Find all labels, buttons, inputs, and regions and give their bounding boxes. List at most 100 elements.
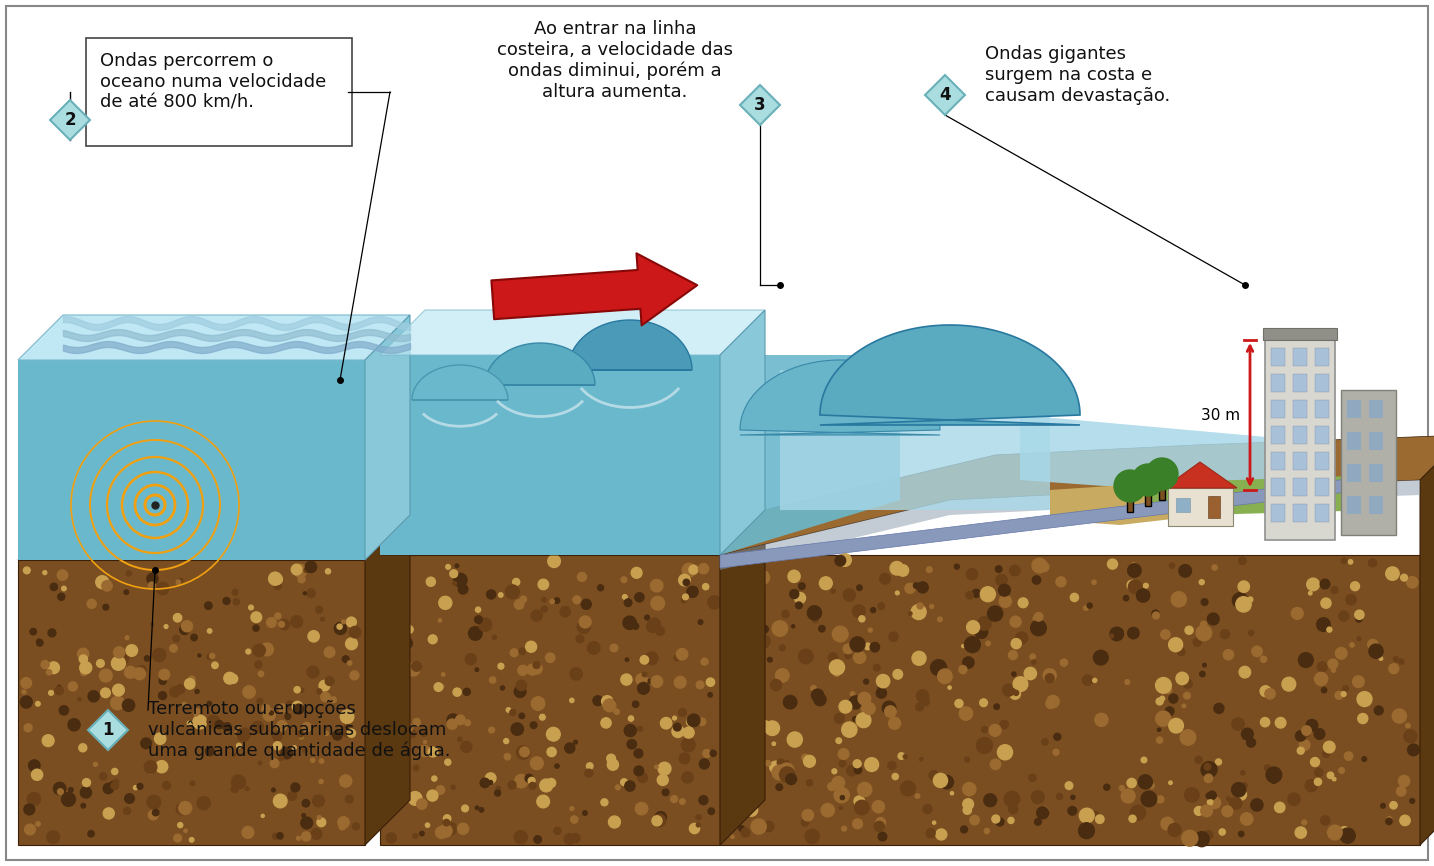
Circle shape [913,583,919,588]
Circle shape [261,643,274,656]
Circle shape [252,625,260,631]
Circle shape [842,722,858,737]
Text: Ao entrar na linha
costeira, a velocidade das
ondas diminui, porém a
altura aume: Ao entrar na linha costeira, a velocidad… [498,20,733,101]
Circle shape [126,644,138,656]
Circle shape [87,599,96,609]
Circle shape [634,749,642,758]
Circle shape [1045,674,1054,682]
Circle shape [205,602,212,610]
Circle shape [1345,752,1352,760]
Circle shape [1176,672,1189,685]
Circle shape [272,833,278,839]
Circle shape [565,743,575,753]
Circle shape [498,663,503,669]
Circle shape [802,754,809,761]
Circle shape [79,744,87,752]
Circle shape [133,668,145,680]
Circle shape [1265,765,1271,771]
Circle shape [179,625,189,635]
Circle shape [640,656,648,664]
Circle shape [721,641,734,653]
Circle shape [1202,761,1217,778]
Circle shape [506,585,519,598]
FancyBboxPatch shape [1315,478,1329,496]
Circle shape [1196,625,1212,641]
Circle shape [1315,779,1322,785]
Polygon shape [50,100,90,140]
Circle shape [80,787,92,798]
Circle shape [47,830,59,843]
Circle shape [1260,656,1266,662]
Circle shape [235,727,247,739]
Circle shape [87,830,95,837]
Circle shape [67,719,80,731]
Circle shape [835,555,846,566]
Circle shape [1024,668,1037,680]
Circle shape [294,704,304,714]
Circle shape [262,709,275,721]
Circle shape [1032,660,1035,664]
Circle shape [625,658,628,662]
Circle shape [453,573,467,586]
Circle shape [787,570,800,583]
Circle shape [387,764,394,770]
Circle shape [515,774,528,788]
Circle shape [447,714,459,726]
Circle shape [337,624,343,630]
Text: Ondas gigantes
surgem na costa e
causam devastação.: Ondas gigantes surgem na costa e causam … [985,45,1170,105]
Circle shape [409,792,422,805]
Circle shape [536,795,549,808]
Circle shape [1299,740,1309,750]
Circle shape [1071,795,1076,799]
Circle shape [113,684,125,696]
Circle shape [1342,686,1348,691]
Circle shape [317,689,321,694]
Circle shape [695,815,701,820]
Circle shape [252,721,264,733]
Circle shape [554,598,559,604]
Circle shape [965,757,969,762]
Circle shape [182,702,186,706]
Circle shape [341,725,354,737]
FancyBboxPatch shape [1293,478,1306,496]
Circle shape [1246,738,1256,747]
Circle shape [1139,775,1153,789]
Circle shape [489,677,496,683]
Circle shape [998,585,1011,596]
Circle shape [760,625,769,633]
Circle shape [275,613,281,619]
Circle shape [802,818,809,826]
Circle shape [903,754,908,759]
Circle shape [865,758,879,772]
Circle shape [978,617,991,630]
Circle shape [152,810,159,816]
FancyBboxPatch shape [1144,486,1152,506]
Circle shape [262,705,270,713]
Circle shape [429,635,437,643]
Circle shape [882,701,896,714]
Circle shape [994,704,999,709]
Circle shape [1405,723,1410,727]
Circle shape [1398,775,1410,786]
Circle shape [727,624,741,637]
Circle shape [1239,666,1250,678]
Circle shape [1332,778,1336,781]
Circle shape [571,833,581,843]
Circle shape [806,779,813,786]
Circle shape [621,674,632,685]
Circle shape [683,594,688,600]
Circle shape [757,635,770,648]
Circle shape [587,763,594,769]
Circle shape [935,662,939,668]
Circle shape [832,589,835,593]
Circle shape [439,597,452,610]
Circle shape [1070,593,1078,602]
Circle shape [981,587,995,602]
Circle shape [995,565,1002,572]
Circle shape [853,819,862,829]
Circle shape [622,616,637,630]
FancyBboxPatch shape [1369,496,1382,514]
Circle shape [756,571,770,585]
Circle shape [710,750,716,756]
Circle shape [1169,694,1177,703]
